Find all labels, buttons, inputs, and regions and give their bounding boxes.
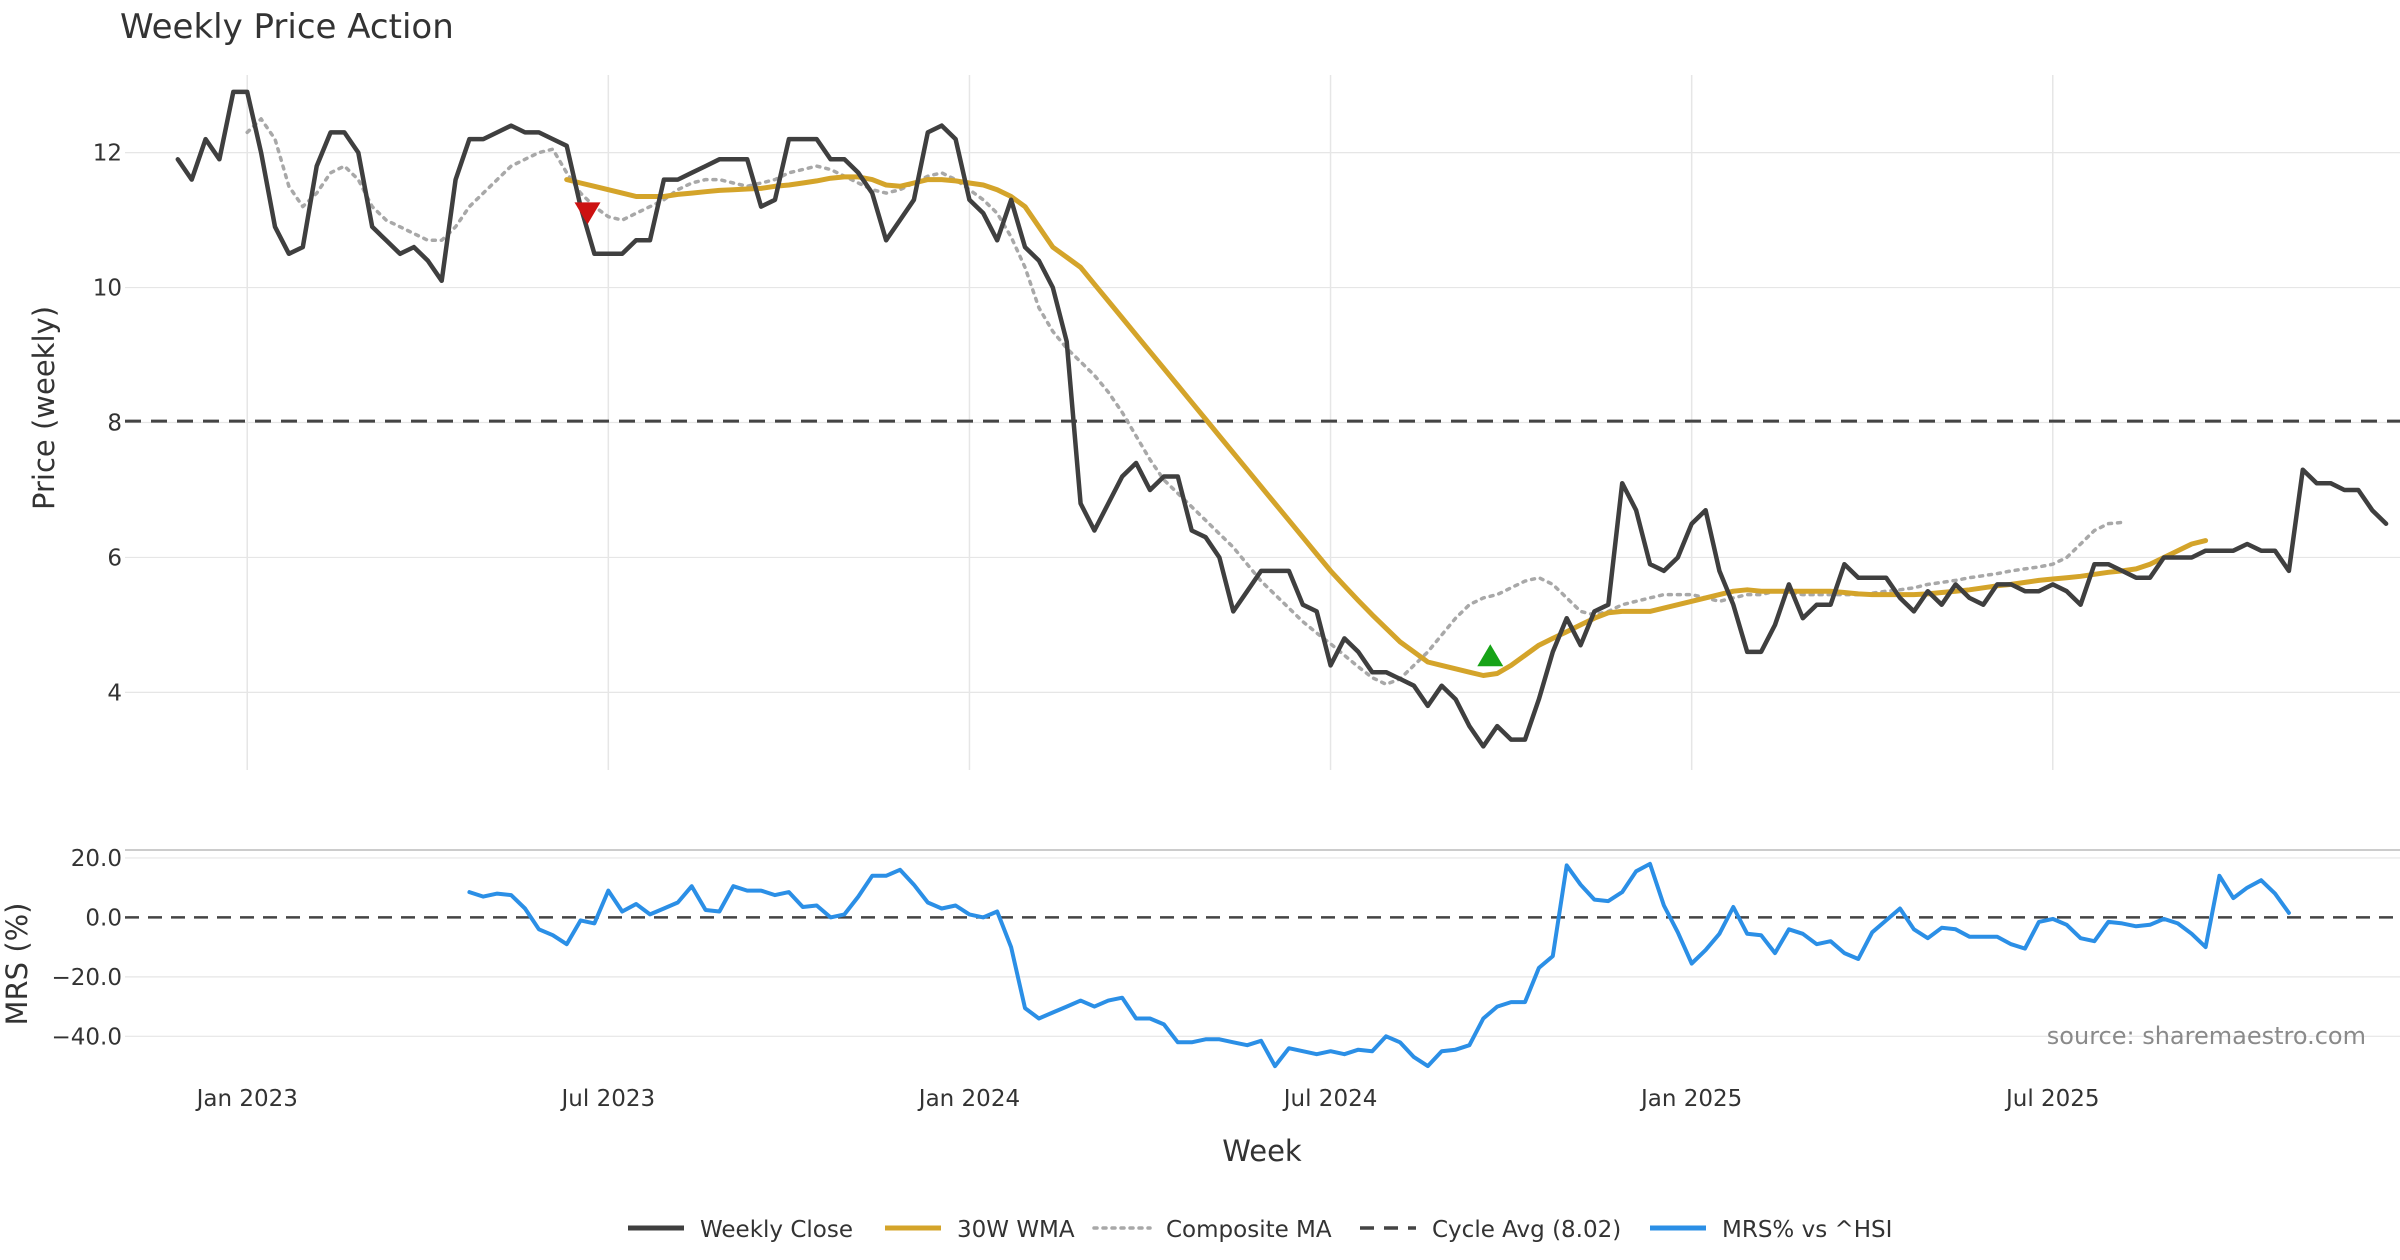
buy-signal-marker — [1477, 644, 1504, 667]
price-y-tick-label: 12 — [93, 141, 122, 167]
mrs-y-tick-label: −20.0 — [52, 965, 122, 991]
legend-label: Weekly Close — [700, 1217, 853, 1243]
mrs-panel: 20.0 0.0 −20.0 −40.0 MRS (%) source: sharem… — [0, 846, 2400, 1069]
legend: Weekly Close 30W WMA Composite MA Cycle Avg… — [628, 1217, 1892, 1243]
x-tick-label: Jul 2025 — [2004, 1086, 2100, 1112]
legend-label: MRS% vs ^HSI — [1722, 1217, 1892, 1243]
legend-label: 30W WMA — [957, 1217, 1075, 1243]
price-y-tick-label: 6 — [107, 545, 122, 571]
x-tick-label: Jul 2024 — [1282, 1086, 1378, 1112]
x-tick-label: Jan 2023 — [195, 1086, 298, 1112]
x-axis-label: Week — [1222, 1134, 1302, 1168]
mrs-y-tick-label: 0.0 — [85, 905, 122, 931]
price-y-tick-label: 8 — [107, 411, 122, 437]
composite-ma-line — [245, 117, 2124, 687]
price-y-tick-label: 10 — [93, 276, 122, 302]
price-panel: 4 6 8 10 12 Price (weekly) — [27, 75, 2400, 770]
sell-signal-marker — [574, 202, 601, 225]
mrs-line — [467, 861, 2291, 1069]
mrs-y-axis-label: MRS (%) — [0, 903, 34, 1026]
legend-label: Composite MA — [1166, 1217, 1332, 1243]
mrs-grid — [125, 857, 2400, 1037]
mrs-y-tick-label: −40.0 — [52, 1024, 122, 1050]
price-y-tick-label: 4 — [107, 680, 122, 706]
wma-30w-line — [564, 174, 2209, 678]
mrs-y-ticks: 20.0 0.0 −20.0 −40.0 — [52, 846, 122, 1050]
price-y-axis-label: Price (weekly) — [27, 306, 61, 510]
chart-title: Weekly Price Action — [120, 7, 454, 47]
weekly-close-line — [175, 89, 2389, 749]
x-axis-ticks: Jan 2023 Jul 2023 Jan 2024 Jul 2024 Jan 2025… — [195, 1086, 2100, 1112]
legend-label: Cycle Avg (8.02) — [1432, 1217, 1621, 1243]
source-credit: source: sharemaestro.com — [2047, 1022, 2366, 1050]
x-tick-label: Jul 2023 — [560, 1086, 656, 1112]
price-y-ticks: 4 6 8 10 12 — [93, 141, 122, 707]
x-tick-label: Jan 2024 — [917, 1086, 1020, 1112]
x-tick-label: Jan 2025 — [1639, 1086, 1742, 1112]
signal-markers — [574, 202, 1504, 667]
mrs-y-tick-label: 20.0 — [71, 846, 122, 872]
